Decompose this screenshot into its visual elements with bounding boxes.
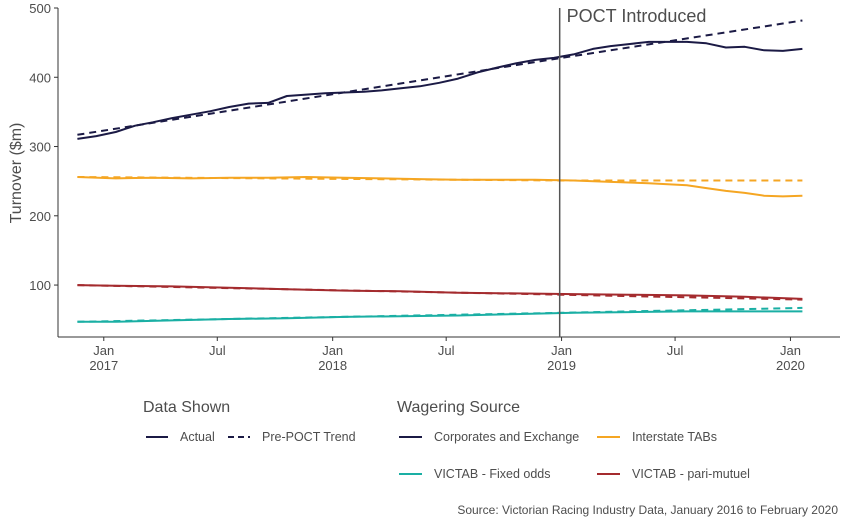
- axes: [57, 8, 840, 338]
- y-tick-label: 500: [29, 1, 51, 16]
- series-layer: [77, 19, 803, 323]
- x-tick-label: Jan: [551, 343, 572, 358]
- y-tick-label: 300: [29, 140, 51, 155]
- y-tick-label: 400: [29, 70, 51, 85]
- x-tick-label: Jan: [322, 343, 343, 358]
- x-tick-label: 2017: [89, 358, 118, 373]
- x-tick-label: Jul: [209, 343, 226, 358]
- x-tick-label: 2018: [318, 358, 347, 373]
- interstate-tabs-actual-line: [77, 176, 803, 198]
- y-axis-ticks: 100 200 300 400 500: [29, 1, 58, 293]
- legend-label-actual: Actual: [180, 430, 215, 444]
- poct-annotation: POCT Introduced: [558, 6, 707, 337]
- legend-label-corporates: Corporates and Exchange: [434, 430, 579, 444]
- interstate-tabs-trend-line: [77, 176, 803, 182]
- legend-label-fixed-odds: VICTAB - Fixed odds: [434, 467, 550, 481]
- corporates-and-exchange-actual-line: [77, 40, 803, 140]
- x-tick-label: Jul: [438, 343, 455, 358]
- y-tick-label: 100: [29, 278, 51, 293]
- legend-title-data-shown: Data Shown: [143, 399, 230, 416]
- x-tick-label: Jan: [93, 343, 114, 358]
- x-tick-label: Jan: [780, 343, 801, 358]
- victab-pari-mutuel-trend-line: [77, 284, 803, 301]
- x-tick-label: 2020: [776, 358, 805, 373]
- legend-label-pre-poct-trend: Pre-POCT Trend: [262, 430, 356, 444]
- x-tick-label: 2019: [547, 358, 576, 373]
- source-note: Source: Victorian Racing Industry Data, …: [457, 503, 838, 517]
- y-tick-label: 200: [29, 209, 51, 224]
- victab-fixed-odds-trend-line: [77, 306, 803, 323]
- legend-label-interstate-tabs: Interstate TABs: [632, 430, 717, 444]
- x-tick-label: Jul: [667, 343, 684, 358]
- legend-title-wagering-source: Wagering Source: [397, 399, 520, 416]
- corporates-and-exchange-trend-line: [77, 19, 803, 136]
- poct-annotation-label: POCT Introduced: [567, 6, 707, 26]
- legend: Data Shown Actual Pre-POCT Trend Wagerin…: [143, 399, 750, 481]
- y-axis-title: Turnover ($m): [8, 123, 25, 224]
- legend-label-pari-mutuel: VICTAB - pari-mutuel: [632, 467, 750, 481]
